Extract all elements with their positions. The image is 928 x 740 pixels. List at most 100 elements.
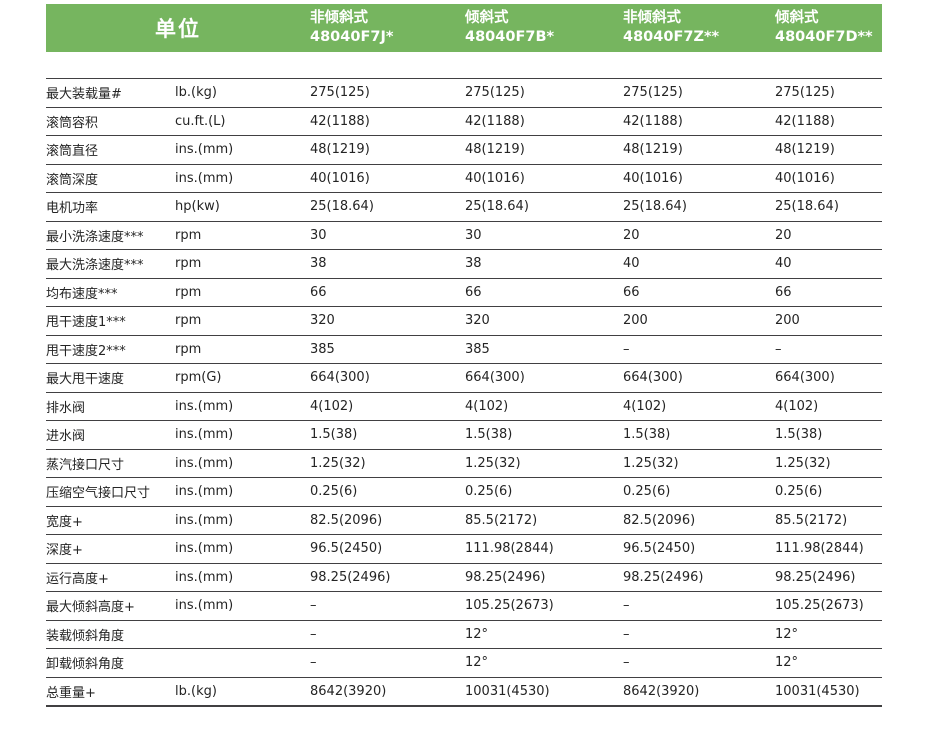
table-row: 压缩空气接口尺寸 ins.(mm) 0.25(6) 0.25(6) 0.25(6) 0.2… [46, 478, 882, 507]
table-row: 卸载倾斜角度 – 12° – 12° [46, 649, 882, 678]
value-cell: 20 [623, 227, 640, 243]
value-cell: 8642(3920) [310, 683, 387, 699]
value-cell: 42(1188) [310, 113, 370, 129]
value-cell: 30 [310, 227, 327, 243]
unit-cell: rpm(G) [175, 370, 222, 386]
value-cell: 1.25(32) [310, 455, 366, 471]
table-row: 总重量+ lb.(kg) 8642(3920) 10031(4530) 8642(392… [46, 678, 882, 707]
value-cell: 66 [775, 284, 792, 300]
unit-cell: ins.(mm) [175, 455, 234, 471]
unit-cell: ins.(mm) [175, 398, 234, 414]
unit-cell: rpm [175, 313, 202, 329]
row-label: 排水阀 [46, 400, 86, 416]
value-cell: – [623, 626, 630, 642]
value-cell: 82.5(2096) [310, 512, 383, 528]
unit-cell: lb.(kg) [175, 85, 217, 101]
model-number: 48040F7B* [465, 29, 555, 45]
row-label: 最大甩干速度 [46, 372, 125, 388]
unit-cell: cu.ft.(L) [175, 113, 226, 129]
table-row: 最大倾斜高度+ ins.(mm) – 105.25(2673) – 105.25(2673… [46, 592, 882, 621]
value-cell: 275(125) [623, 85, 683, 101]
unit-cell: ins.(mm) [175, 170, 234, 186]
value-cell: – [623, 341, 630, 357]
value-cell: 48(1219) [775, 142, 835, 158]
table-row: 蒸汽接口尺寸 ins.(mm) 1.25(32) 1.25(32) 1.25(32) 1.… [46, 450, 882, 478]
value-cell: – [310, 598, 317, 614]
value-cell: 1.25(32) [465, 455, 521, 471]
value-cell: 4(102) [623, 398, 667, 414]
value-cell: 25(18.64) [623, 199, 687, 215]
table-row: 电机功率 hp(kw) 25(18.64) 25(18.64) 25(18.64) 25(… [46, 193, 882, 222]
table-row: 滚筒直径 ins.(mm) 48(1219) 48(1219) 48(1219) 48(1… [46, 136, 882, 165]
table-row: 甩干速度1*** rpm 320 320 200 200 [46, 307, 882, 336]
spec-sheet-page: 单位 非倾斜式 48040F7J* 倾斜式 48040F7B* 非倾斜式 480… [46, 4, 882, 707]
model-number: 48040F7Z** [623, 29, 720, 45]
table-row: 最大装载量# lb.(kg) 275(125) 275(125) 275(125) 275… [46, 78, 882, 108]
model-type: 非倾斜式 [310, 10, 368, 27]
model-column-header-2: 倾斜式 48040F7B* [465, 9, 623, 47]
row-label: 最大倾斜高度+ [46, 600, 135, 616]
row-label: 最小洗涤速度*** [46, 229, 144, 245]
value-cell: 40(1016) [465, 170, 525, 186]
row-label: 滚筒深度 [46, 172, 99, 188]
model-type: 非倾斜式 [623, 10, 681, 27]
row-label: 宽度+ [46, 514, 83, 530]
unit-cell: rpm [175, 227, 202, 243]
unit-column-header: 单位 [155, 17, 201, 41]
value-cell: 1.5(38) [623, 427, 671, 443]
table-row: 均布速度*** rpm 66 66 66 66 [46, 279, 882, 307]
row-label: 均布速度*** [46, 286, 118, 302]
value-cell: 105.25(2673) [775, 598, 864, 614]
value-cell: 85.5(2172) [775, 512, 848, 528]
value-cell: 105.25(2673) [465, 598, 554, 614]
table-row: 最小洗涤速度*** rpm 30 30 20 20 [46, 222, 882, 250]
value-cell: 38 [310, 256, 327, 272]
value-cell: 1.25(32) [623, 455, 679, 471]
value-cell: 275(125) [465, 85, 525, 101]
row-label: 深度+ [46, 543, 83, 559]
value-cell: 40(1016) [310, 170, 370, 186]
value-cell: 66 [310, 284, 327, 300]
value-cell: 98.25(2496) [310, 569, 391, 585]
value-cell: 48(1219) [623, 142, 683, 158]
value-cell: 320 [465, 313, 490, 329]
value-cell: 25(18.64) [310, 199, 374, 215]
model-type: 倾斜式 [465, 10, 509, 27]
value-cell: 385 [465, 341, 490, 357]
value-cell: 40(1016) [775, 170, 835, 186]
unit-cell: ins.(mm) [175, 512, 234, 528]
table-row: 甩干速度2*** rpm 385 385 – – [46, 336, 882, 364]
value-cell: – [623, 598, 630, 614]
row-label: 装载倾斜角度 [46, 628, 125, 644]
row-label: 总重量+ [46, 685, 96, 701]
value-cell: – [310, 626, 317, 642]
value-cell: 12° [465, 655, 489, 671]
table-row: 宽度+ ins.(mm) 82.5(2096) 85.5(2172) 82.5(2096… [46, 507, 882, 535]
row-label: 甩干速度2*** [46, 343, 126, 359]
value-cell: 96.5(2450) [623, 541, 696, 557]
table-row: 滚筒深度 ins.(mm) 40(1016) 40(1016) 40(1016) 40(1… [46, 165, 882, 193]
table-row: 最大甩干速度 rpm(G) 664(300) 664(300) 664(300) 664(… [46, 364, 882, 393]
value-cell: 25(18.64) [465, 199, 529, 215]
value-cell: 25(18.64) [775, 199, 839, 215]
value-cell: – [310, 655, 317, 671]
value-cell: 111.98(2844) [775, 541, 864, 557]
value-cell: 0.25(6) [775, 484, 823, 500]
table-row: 深度+ ins.(mm) 96.5(2450) 111.98(2844) 96.5(24… [46, 535, 882, 564]
unit-cell: ins.(mm) [175, 541, 234, 557]
value-cell: 40(1016) [623, 170, 683, 186]
row-label: 滚筒直径 [46, 144, 99, 160]
value-cell: 38 [465, 256, 482, 272]
value-cell: 1.5(38) [310, 427, 358, 443]
unit-cell: ins.(mm) [175, 569, 234, 585]
value-cell: 96.5(2450) [310, 541, 383, 557]
value-cell: 40 [775, 256, 792, 272]
row-label: 压缩空气接口尺寸 [46, 486, 151, 502]
value-cell: 664(300) [465, 370, 525, 386]
value-cell: 12° [775, 655, 799, 671]
unit-cell: rpm [175, 341, 202, 357]
row-label: 最大装载量# [46, 87, 122, 103]
value-cell: 664(300) [775, 370, 835, 386]
value-cell: 12° [465, 626, 489, 642]
table-row: 滚筒容积 cu.ft.(L) 42(1188) 42(1188) 42(1188) 42(… [46, 108, 882, 136]
